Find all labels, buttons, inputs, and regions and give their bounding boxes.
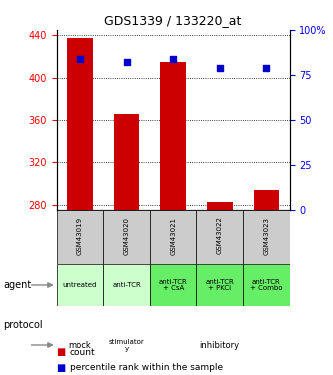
Point	[77, 56, 83, 62]
Bar	[196, 210, 243, 264]
Bar	[243, 264, 290, 306]
Text: untreated: untreated	[63, 282, 97, 288]
Bar	[150, 264, 196, 306]
Point	[170, 56, 176, 62]
Point	[264, 65, 269, 71]
Bar	[161, 62, 186, 210]
Text: mock: mock	[69, 340, 91, 350]
Text: GSM43019: GSM43019	[77, 216, 83, 255]
Bar	[254, 190, 279, 210]
Text: GSM43023: GSM43023	[263, 216, 269, 255]
Text: GSM43021: GSM43021	[170, 216, 176, 255]
Bar	[103, 210, 150, 264]
Title: GDS1339 / 133220_at: GDS1339 / 133220_at	[105, 15, 242, 27]
Bar	[196, 264, 243, 306]
Text: stimulator
y: stimulator y	[109, 339, 145, 351]
Bar	[114, 114, 139, 210]
Point	[217, 65, 222, 71]
Text: ■: ■	[57, 363, 66, 372]
Text: GSM43020: GSM43020	[124, 216, 130, 255]
Text: protocol: protocol	[3, 320, 43, 330]
Text: anti-TCR
+ Combo: anti-TCR + Combo	[250, 279, 283, 291]
Bar	[103, 264, 150, 306]
Bar	[57, 210, 103, 264]
Text: percentile rank within the sample: percentile rank within the sample	[70, 363, 223, 372]
Text: inhibitory: inhibitory	[200, 340, 240, 350]
Text: GSM43022: GSM43022	[217, 216, 223, 254]
Bar	[67, 39, 93, 210]
Bar	[207, 201, 232, 210]
Text: ■: ■	[57, 348, 66, 357]
Text: agent: agent	[3, 280, 32, 290]
Text: anti-TCR
+ CsA: anti-TCR + CsA	[159, 279, 187, 291]
Text: count: count	[70, 348, 96, 357]
Point	[124, 59, 129, 65]
Bar	[150, 210, 196, 264]
Bar	[57, 264, 103, 306]
Bar	[243, 210, 290, 264]
Text: anti-TCR: anti-TCR	[112, 282, 141, 288]
Text: anti-TCR
+ PKCi: anti-TCR + PKCi	[205, 279, 234, 291]
